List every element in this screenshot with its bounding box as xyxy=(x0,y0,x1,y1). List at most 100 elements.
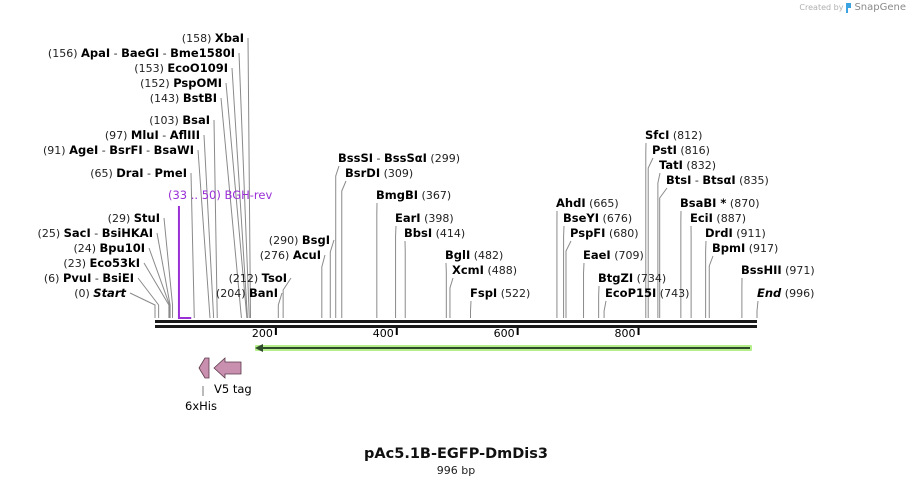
site-label[interactable]: BtgZI (734) xyxy=(598,271,666,285)
sequence-backbone xyxy=(155,320,757,328)
site-leader xyxy=(156,232,171,318)
site-label[interactable]: (156) ApaI - BaeGI - Bme1580I xyxy=(48,46,235,60)
site-leader xyxy=(659,187,668,318)
orf-arrow[interactable] xyxy=(255,344,752,352)
site-label[interactable]: (143) BstBI xyxy=(150,91,217,105)
site-label[interactable]: BglI (482) xyxy=(445,248,503,262)
site-label[interactable]: (25) SacI - BsiHKAI xyxy=(38,226,153,240)
credit-prefix: Created by xyxy=(799,3,844,12)
site-label[interactable]: (152) PspOMI xyxy=(140,76,222,90)
enzyme-name: EciI xyxy=(690,211,713,225)
site-label[interactable]: AhdI (665) xyxy=(556,196,619,210)
site-label[interactable]: TatI (832) xyxy=(659,158,716,172)
v5-tag-feature[interactable] xyxy=(213,357,242,379)
site-label[interactable]: SfcI (812) xyxy=(645,128,702,142)
enzyme-name: BsaBI * xyxy=(680,196,726,210)
enzyme-name: TatI xyxy=(659,158,683,172)
his-tag-feature[interactable] xyxy=(198,357,210,379)
site-label[interactable]: BseYI (676) xyxy=(563,211,632,225)
separator: - xyxy=(144,167,155,180)
site-label[interactable]: (276) AcuI xyxy=(260,248,321,262)
enzyme-name: PspFI xyxy=(570,226,605,240)
site-leader xyxy=(163,217,174,318)
site-label[interactable]: (204) BanI xyxy=(216,286,278,300)
enzyme-name: BsiEI xyxy=(102,271,134,285)
enzyme-name: DrdI xyxy=(705,226,733,240)
site-leader xyxy=(148,247,171,318)
enzyme-name: Bpu10I xyxy=(100,241,145,255)
site-label[interactable]: (158) XbaI xyxy=(182,31,244,45)
primer-arrow[interactable] xyxy=(177,206,192,319)
site-position: (299) xyxy=(427,152,460,165)
site-position: (398) xyxy=(421,212,454,225)
enzyme-name: ApaI xyxy=(81,46,110,60)
feature-label[interactable]: V5 tag xyxy=(214,382,252,396)
site-label[interactable]: (103) BsaI xyxy=(149,113,210,127)
separator: - xyxy=(91,272,102,285)
site-label[interactable]: (212) TsoI xyxy=(229,271,287,285)
site-label[interactable]: EcoP15I (743) xyxy=(605,286,689,300)
site-position: (482) xyxy=(470,249,503,262)
site-position: (143) xyxy=(150,92,183,105)
site-label[interactable]: (97) MluI - AflIII xyxy=(105,128,200,142)
site-leader xyxy=(213,119,218,319)
site-position: (816) xyxy=(677,144,710,157)
site-leader xyxy=(238,52,250,319)
site-label[interactable]: BsaBI * (870) xyxy=(680,196,760,210)
site-position: (734) xyxy=(633,272,666,285)
site-label[interactable]: BtsI - BtsαI (835) xyxy=(666,173,769,187)
site-label[interactable]: (0) Start xyxy=(74,286,126,300)
site-position: (204) xyxy=(216,287,249,300)
enzyme-name: BtsI xyxy=(666,173,691,187)
separator: - xyxy=(159,47,170,60)
site-label[interactable]: (153) EcoO109I xyxy=(134,61,228,75)
site-label[interactable]: End (996) xyxy=(757,286,814,300)
site-position: (290) xyxy=(269,234,302,247)
site-label[interactable]: (65) DraI - PmeI xyxy=(90,166,187,180)
site-leader xyxy=(708,255,714,318)
snapgene-logo-icon xyxy=(846,2,852,13)
site-label[interactable]: (23) Eco53kI xyxy=(63,256,140,270)
enzyme-name: AflIII xyxy=(170,128,200,142)
site-leader xyxy=(603,300,607,318)
site-label[interactable]: BssHII (971) xyxy=(741,263,815,277)
site-position: (367) xyxy=(418,189,451,202)
feature-label[interactable]: 6xHis xyxy=(185,399,217,413)
site-label[interactable]: BpmI (917) xyxy=(712,241,778,255)
ruler-ticks: 200 400 600 800 xyxy=(252,327,640,340)
site-label[interactable]: (24) Bpu10I xyxy=(73,241,145,255)
site-label[interactable]: BbsI (414) xyxy=(404,226,465,240)
site-label[interactable]: FspI (522) xyxy=(470,286,530,300)
site-leader xyxy=(657,172,661,318)
site-label[interactable]: (6) PvuI - BsiEI xyxy=(44,271,134,285)
site-label[interactable]: BmgBI (367) xyxy=(376,188,451,202)
enzyme-name: Start xyxy=(93,286,126,300)
primer-label[interactable]: (33 .. 50) BGH-rev xyxy=(168,188,272,202)
restriction-site-labels: (158) XbaI(156) ApaI - BaeGI - Bme1580I(… xyxy=(38,31,815,300)
site-label[interactable]: EciI (887) xyxy=(690,211,746,225)
site-position: (709) xyxy=(611,249,644,262)
enzyme-name: BglI xyxy=(445,248,470,262)
site-position: (917) xyxy=(745,242,778,255)
site-label[interactable]: PstI (816) xyxy=(652,143,710,157)
site-label[interactable]: XcmI (488) xyxy=(452,263,517,277)
site-label[interactable]: PspFI (680) xyxy=(570,226,639,240)
separator: - xyxy=(373,152,384,165)
site-leader xyxy=(247,37,251,319)
site-position: (158) xyxy=(182,32,215,45)
site-label[interactable]: (290) BsgI xyxy=(269,233,330,247)
enzyme-name: BsiHKAI xyxy=(102,226,153,240)
site-label[interactable]: BsrDI (309) xyxy=(345,166,413,180)
site-position: (309) xyxy=(380,167,413,180)
site-label[interactable]: EarI (398) xyxy=(395,211,454,225)
site-label[interactable]: EaeI (709) xyxy=(583,248,644,262)
site-position: (24) xyxy=(73,242,99,255)
site-label[interactable]: DrdI (911) xyxy=(705,226,766,240)
site-position: (97) xyxy=(105,129,131,142)
backbone-bottom-strand xyxy=(155,325,757,328)
site-leader xyxy=(143,262,170,318)
site-label[interactable]: BssSI - BssSαI (299) xyxy=(338,151,460,165)
site-label[interactable]: (91) AgeI - BsrFI - BsaWI xyxy=(43,143,194,157)
site-label[interactable]: (29) StuI xyxy=(108,211,160,225)
separator: - xyxy=(143,144,154,157)
